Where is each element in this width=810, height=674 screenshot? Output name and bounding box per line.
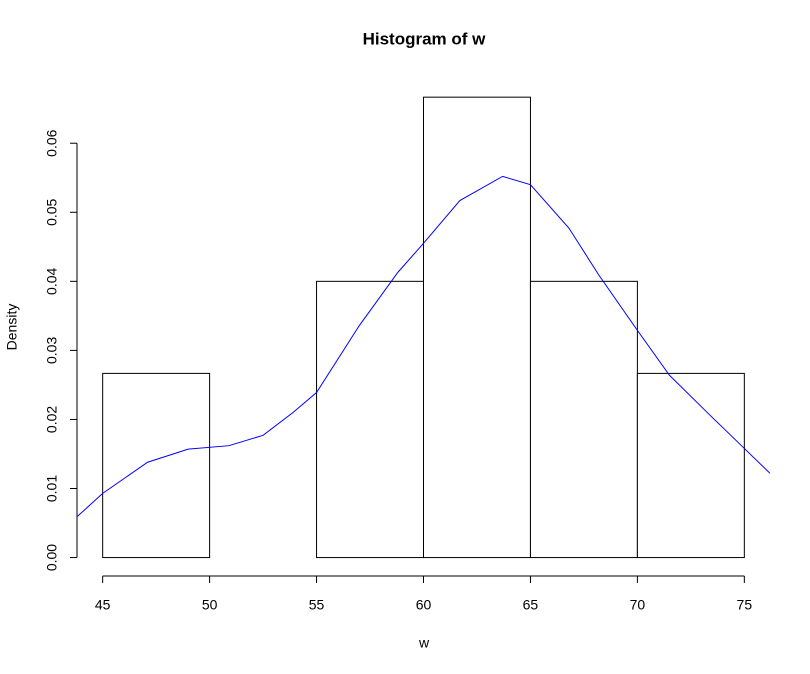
y-tick-label: 0.05 bbox=[44, 198, 60, 225]
bar bbox=[423, 96, 531, 559]
x-axis-label: w bbox=[418, 635, 430, 651]
y-tick-label: 0.03 bbox=[44, 337, 60, 364]
x-tick-label: 55 bbox=[309, 597, 325, 613]
bar bbox=[316, 280, 424, 559]
bar bbox=[529, 280, 638, 559]
bar bbox=[636, 372, 745, 559]
density-line bbox=[77, 175, 770, 518]
y-axis-label: Density bbox=[4, 304, 20, 351]
plot-clip bbox=[77, 175, 770, 518]
x-tick-label: 70 bbox=[630, 597, 646, 613]
x-tick-label: 65 bbox=[523, 597, 539, 613]
y-tick-label: 0.00 bbox=[44, 544, 60, 571]
y-tick-label: 0.06 bbox=[44, 129, 60, 156]
x-tick-label: 45 bbox=[95, 597, 111, 613]
x-tick-label: 50 bbox=[202, 597, 218, 613]
y-tick-label: 0.04 bbox=[44, 267, 60, 294]
chart-title: Histogram of w bbox=[363, 29, 487, 48]
x-tick-label: 75 bbox=[737, 597, 753, 613]
y-tick-label: 0.01 bbox=[44, 475, 60, 502]
bar bbox=[102, 372, 211, 559]
x-tick-label: 60 bbox=[416, 597, 432, 613]
y-tick-label: 0.02 bbox=[44, 406, 60, 433]
